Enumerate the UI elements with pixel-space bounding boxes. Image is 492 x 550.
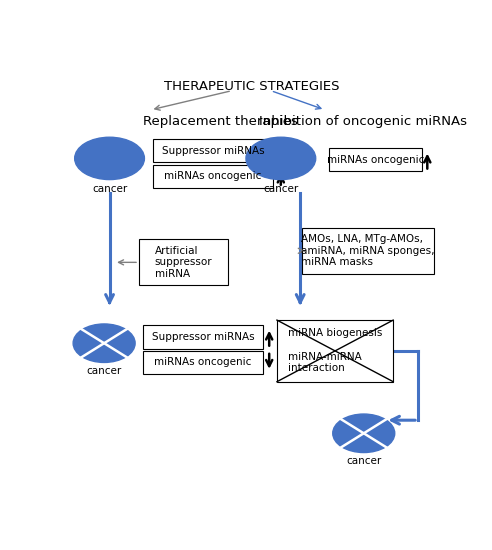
Text: AMOs, LNA, MTg-AMOs,
amiRNA, miRNA sponges,
miRNA masks: AMOs, LNA, MTg-AMOs, amiRNA, miRNA spong… xyxy=(301,234,434,267)
Text: cancer: cancer xyxy=(92,184,127,194)
Text: THERAPEUTIC STRATEGIES: THERAPEUTIC STRATEGIES xyxy=(164,80,340,93)
Text: cancer: cancer xyxy=(87,366,122,376)
Bar xyxy=(139,239,228,285)
Text: miRNA biogenesis

miRNA-miRNA
interaction: miRNA biogenesis miRNA-miRNA interaction xyxy=(288,328,382,373)
Text: cancer: cancer xyxy=(263,184,299,194)
Text: miRNAs oncogenic: miRNAs oncogenic xyxy=(327,155,424,165)
Bar xyxy=(153,164,273,188)
Text: Artificial
suppressor
miRNA: Artificial suppressor miRNA xyxy=(155,246,213,279)
Ellipse shape xyxy=(75,137,145,179)
Text: Replacement therapies: Replacement therapies xyxy=(143,116,298,128)
Text: Suppressor miRNAs: Suppressor miRNAs xyxy=(152,332,254,342)
Bar xyxy=(153,139,273,162)
Text: miRNAs oncogenic: miRNAs oncogenic xyxy=(154,358,251,367)
Text: cancer: cancer xyxy=(346,456,381,466)
Ellipse shape xyxy=(73,324,135,362)
Text: miRNAs oncogenic: miRNAs oncogenic xyxy=(164,171,262,181)
Bar xyxy=(143,326,263,349)
Ellipse shape xyxy=(333,414,395,453)
Text: Inhibition of oncogenic miRNAs: Inhibition of oncogenic miRNAs xyxy=(259,116,467,128)
Ellipse shape xyxy=(246,137,316,179)
Bar xyxy=(277,320,393,382)
Bar xyxy=(329,148,422,172)
Bar xyxy=(302,228,433,274)
Bar xyxy=(143,351,263,374)
Text: Suppressor miRNAs: Suppressor miRNAs xyxy=(162,146,264,156)
